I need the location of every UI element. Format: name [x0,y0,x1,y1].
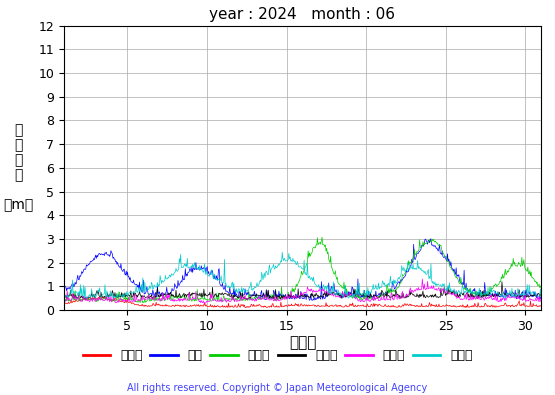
Y-axis label: 有
義
波
高

（m）: 有 義 波 高 （m） [4,123,34,213]
Legend: 上ノ国, 唐桑, 石廀崎, 経ヶ崎, 生月島, 屋久島: 上ノ国, 唐桑, 石廀崎, 経ヶ崎, 生月島, 屋久島 [78,344,477,367]
Text: All rights reserved. Copyright © Japan Meteorological Agency: All rights reserved. Copyright © Japan M… [128,383,427,393]
X-axis label: （日）: （日） [289,336,316,351]
Title: year : 2024   month : 06: year : 2024 month : 06 [209,7,396,22]
